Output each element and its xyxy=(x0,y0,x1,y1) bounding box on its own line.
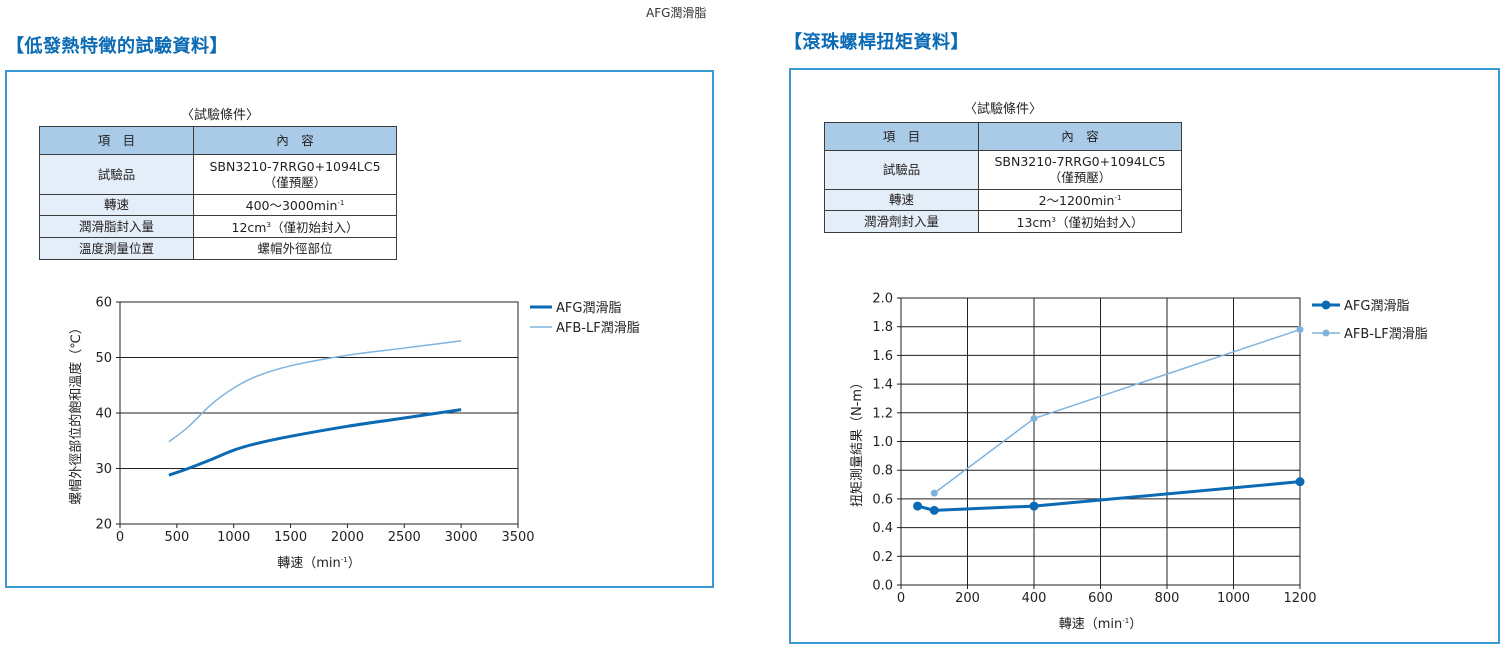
table-cell-key: 潤滑劑封入量 xyxy=(824,210,979,233)
y-tick-label: 30 xyxy=(95,462,112,477)
x-tick-label: 1000 xyxy=(217,530,250,545)
y-tick-label: 0.0 xyxy=(872,579,893,594)
x-tick-label: 0 xyxy=(897,591,905,606)
y-tick-label: 0.8 xyxy=(872,464,893,479)
table-cell-value: 螺帽外徑部位 xyxy=(193,237,397,260)
data-point xyxy=(913,501,923,511)
left-conditions-caption: 〈試驗條件〉 xyxy=(180,108,259,123)
y-tick-label: 0.6 xyxy=(872,492,893,507)
table-header-content: 內 容 xyxy=(193,126,397,155)
data-point xyxy=(929,505,939,515)
legend-marker xyxy=(1322,329,1330,337)
y-tick-label: 0.4 xyxy=(872,521,893,536)
y-tick-label: 1.2 xyxy=(872,406,893,421)
legend-label: AFB-LF潤滑脂 xyxy=(1344,327,1428,342)
x-tick-label: 200 xyxy=(955,591,980,606)
y-axis-label: 螺帽外徑部位的飽和溫度（℃） xyxy=(68,321,84,505)
x-tick-label: 1200 xyxy=(1283,591,1316,606)
x-tick-label: 600 xyxy=(1088,591,1113,606)
right-conditions-caption: 〈試驗條件〉 xyxy=(963,102,1042,117)
x-axis-label: 轉速（min-1） xyxy=(1059,617,1143,632)
table-cell-value: 400～3000min-1 xyxy=(193,194,397,216)
x-tick-label: 500 xyxy=(164,530,189,545)
series-line xyxy=(917,480,1301,512)
header-tag: AFG潤滑脂 xyxy=(646,6,707,20)
temperature-chart: 0 500 1000 1500 2000 2500 3000 3500 20 30 40 50 60 轉速… xyxy=(68,296,640,572)
table-cell-value: 12cm3（僅初始封入） xyxy=(193,215,397,238)
legend-marker xyxy=(1321,300,1331,310)
y-tick-label: 0.2 xyxy=(872,550,893,565)
x-tick-label: 3500 xyxy=(501,530,534,545)
x-tick-label: 3000 xyxy=(445,530,478,545)
left-panel: 〈試驗條件〉 項 目 內 容 試驗品 SBN3210-7RRG0+1094LC5… xyxy=(5,70,714,588)
table-header-item: 項 目 xyxy=(39,126,194,155)
series-line xyxy=(168,408,462,477)
y-tick-label: 1.4 xyxy=(872,378,893,393)
data-point xyxy=(930,489,938,497)
data-point xyxy=(1029,501,1039,511)
y-tick-label: 1.8 xyxy=(872,320,893,335)
x-tick-label: 2000 xyxy=(331,530,364,545)
series-line xyxy=(933,328,1301,494)
right-section-title: 【滾珠螺桿扭矩資料】 xyxy=(784,32,969,53)
y-tick-label: 60 xyxy=(95,296,112,311)
table-cell-key: 試驗品 xyxy=(39,154,194,195)
left-conditions-table: 項 目 內 容 試驗品 SBN3210-7RRG0+1094LC5 （僅預壓） 轉… xyxy=(39,126,397,260)
x-axis-label: 轉速（min-1） xyxy=(277,556,361,571)
left-section-title: 【低發熱特徵的試驗資料】 xyxy=(6,36,228,57)
right-panel: 〈試驗條件〉 項 目 內 容 試驗品 SBN3210-7RRG0+1094LC5… xyxy=(789,68,1500,644)
legend-label: AFB-LF潤滑脂 xyxy=(556,321,640,336)
data-point xyxy=(1296,326,1304,334)
y-tick-label: 40 xyxy=(95,407,112,422)
y-tick-label: 1.6 xyxy=(872,349,893,364)
table-cell-value: 2～1200min-1 xyxy=(978,189,1182,211)
y-tick-label: 20 xyxy=(95,518,112,533)
table-cell-key: 溫度測量位置 xyxy=(39,237,194,260)
x-tick-label: 2500 xyxy=(388,530,421,545)
legend-label: AFG潤滑脂 xyxy=(556,301,621,316)
y-tick-label: 2.0 xyxy=(872,292,893,307)
table-header-content: 內 容 xyxy=(978,122,1182,151)
x-tick-label: 1000 xyxy=(1217,591,1250,606)
right-conditions-table: 項 目 內 容 試驗品 SBN3210-7RRG0+1094LC5 （僅預壓） 轉… xyxy=(824,122,1182,233)
table-cell-value: SBN3210-7RRG0+1094LC5 （僅預壓） xyxy=(978,150,1182,190)
table-header-item: 項 目 xyxy=(824,122,979,151)
series-line xyxy=(168,340,462,443)
torque-chart: 0 200 400 600 800 1000 1200 0.0 0.2 0.4 0.6 0.8 1.0 1… xyxy=(850,292,1428,633)
legend-label: AFG潤滑脂 xyxy=(1344,299,1409,314)
table-cell-key: 試驗品 xyxy=(824,150,979,190)
x-tick-label: 400 xyxy=(1022,591,1047,606)
table-cell-key: 潤滑脂封入量 xyxy=(39,215,194,238)
table-cell-value: 13cm3（僅初始封入） xyxy=(978,210,1182,233)
x-tick-label: 800 xyxy=(1155,591,1180,606)
data-point xyxy=(1030,415,1038,423)
table-cell-value: SBN3210-7RRG0+1094LC5 （僅預壓） xyxy=(193,154,397,195)
y-axis-label: 扭矩測量結果（N-m） xyxy=(850,376,865,507)
y-tick-label: 1.0 xyxy=(872,435,893,450)
x-tick-label: 1500 xyxy=(274,530,307,545)
x-tick-label: 0 xyxy=(116,530,124,545)
data-point xyxy=(1295,477,1305,487)
y-tick-label: 50 xyxy=(95,351,112,366)
